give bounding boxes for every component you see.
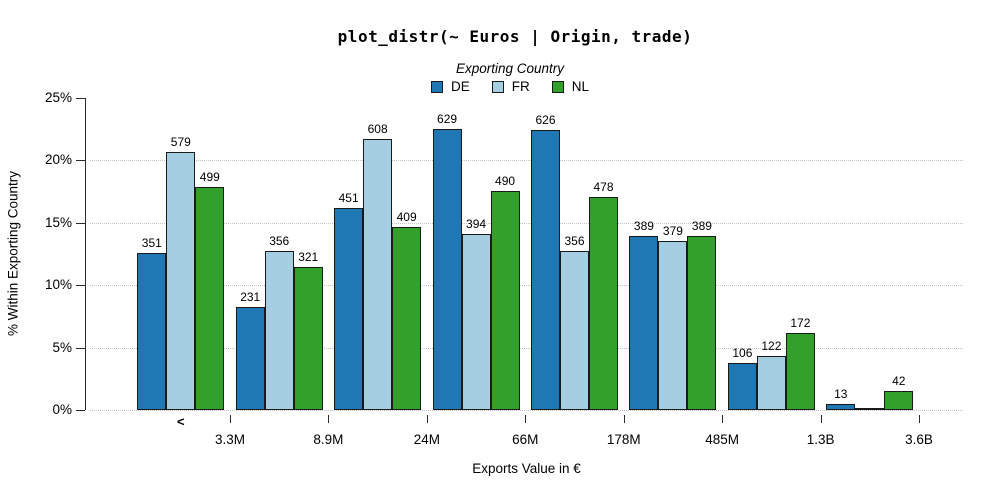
bar-de [531, 130, 560, 410]
x-axis-tick [722, 415, 724, 423]
bar-nl [195, 187, 225, 410]
legend-item-fr: FR [491, 79, 530, 94]
x-tick-label: 1.3B [806, 432, 835, 447]
bar-fr [658, 240, 688, 410]
gridline [90, 222, 963, 224]
bar-value-label: 490 [495, 174, 516, 189]
y-axis-tick [76, 222, 85, 224]
bar-de [334, 208, 364, 410]
x-tick-label: 178M [606, 432, 641, 447]
bar-nl [884, 391, 914, 410]
bar-value-label: 608 [367, 121, 388, 136]
bar-de [629, 236, 659, 410]
bar-value-label: 356 [269, 234, 290, 249]
bar-fr [560, 251, 589, 410]
chart-title: plot_distr(~ Euros | Origin, trade) [337, 27, 693, 46]
legend-title: Exporting Country [455, 61, 565, 76]
y-axis-tick [76, 347, 85, 349]
bar-de [432, 128, 462, 410]
bar-value-label: 356 [564, 234, 585, 249]
bar-value-label: 231 [240, 289, 261, 304]
bar-nl [293, 266, 323, 410]
bar-nl [589, 196, 618, 410]
bar-value-label: 409 [396, 210, 417, 225]
bar-value-label: 172 [790, 316, 811, 331]
y-axis-title: % Within Exporting Country [5, 170, 21, 337]
bar-nl [785, 333, 815, 410]
y-tick-label: 15% [44, 214, 72, 230]
bar-value-label: 499 [199, 170, 220, 185]
y-axis-tick [76, 160, 85, 161]
gridline [90, 160, 963, 161]
legend-swatch-nl [551, 80, 564, 93]
x-axis-tick [623, 415, 625, 423]
bar-value-label: 579 [170, 134, 191, 149]
gridline [90, 347, 963, 349]
legend-swatch-de [430, 80, 443, 93]
x-tick-label: 3.6B [905, 432, 933, 447]
x-axis-tick [820, 415, 822, 423]
y-axis-tick [76, 97, 85, 99]
bar-nl [490, 191, 520, 410]
x-tick-label: 3.3M [214, 432, 245, 447]
x-axis-tick [426, 415, 428, 423]
x-tick-label: 66M [512, 432, 539, 447]
bar-fr [363, 138, 393, 410]
bar-de [727, 362, 757, 410]
bar-fr [461, 234, 491, 410]
x-axis-tick [328, 415, 330, 423]
bar-value-label: 106 [732, 345, 753, 360]
legend-label: NL [571, 79, 590, 94]
bar-value-label: 389 [633, 219, 654, 234]
bar-nl [687, 236, 717, 410]
bar-value-label: 394 [466, 217, 487, 232]
bar-value-label: 626 [535, 113, 556, 128]
bar-de [235, 306, 265, 410]
y-tick-label: 10% [44, 277, 72, 292]
x-tick-label: 8.9M [313, 432, 344, 447]
bar-de [137, 253, 167, 410]
bar-value-label: 451 [338, 191, 359, 206]
y-axis-tick [76, 410, 85, 411]
bar-de [826, 404, 856, 410]
y-tick-label: 5% [52, 339, 72, 355]
legend-item-nl: NL [551, 79, 590, 94]
legend-label: DE [450, 79, 470, 94]
bar-value-label: 351 [141, 236, 162, 251]
y-axis-tick [76, 285, 85, 286]
bar-fr [264, 251, 294, 410]
y-axis-line [85, 97, 86, 410]
x-axis-tick [230, 415, 231, 423]
x-axis-title: Exports Value in € [472, 461, 581, 476]
bar-value-label: 629 [437, 111, 458, 126]
bar-value-label: 389 [691, 219, 712, 234]
bar-value-label: 478 [593, 179, 614, 194]
bar-fr [855, 408, 885, 410]
bar-value-label: 321 [298, 249, 319, 264]
gridline [90, 410, 963, 411]
legend-swatch-fr [491, 80, 504, 93]
bar-fr [166, 151, 196, 410]
x-tick-label: 24M [413, 432, 440, 447]
legend-label: FR [511, 79, 530, 94]
bar-fr [756, 355, 786, 410]
bar-nl [392, 227, 422, 410]
gridline [90, 285, 963, 286]
x-axis-tick [525, 415, 527, 423]
y-tick-label: 25% [44, 89, 72, 105]
y-tick-label: 20% [44, 152, 72, 167]
bar-value-label: 13 [834, 387, 848, 402]
first-bin-marker: < [176, 414, 185, 429]
legend-items: DE FR NL [10, 79, 1000, 94]
bar-value-label: 42 [892, 374, 906, 389]
x-axis-tick [919, 415, 920, 423]
bar-value-label: 122 [761, 338, 782, 353]
legend-item-de: DE [430, 79, 470, 94]
y-tick-label: 0% [52, 402, 72, 417]
bar-value-label: 379 [662, 223, 683, 238]
x-tick-label: 485M [705, 432, 740, 447]
